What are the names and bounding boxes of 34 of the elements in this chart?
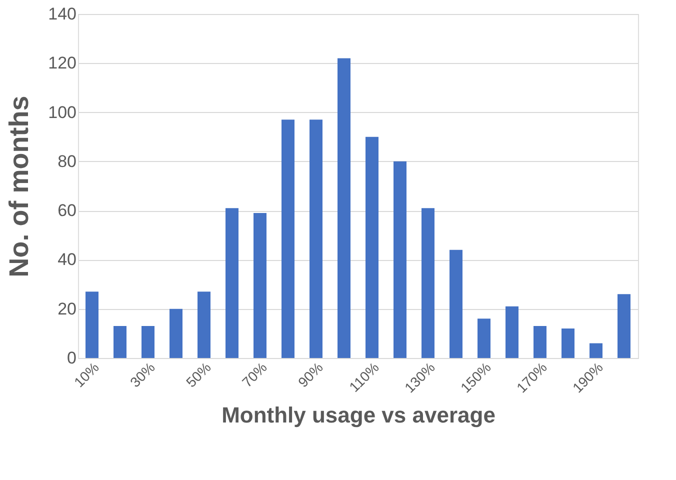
bar (506, 306, 518, 358)
bar (590, 343, 602, 358)
bar (282, 120, 294, 358)
y-tick-label: 20 (58, 299, 76, 318)
y-tick-label: 60 (58, 201, 76, 220)
bar (338, 58, 350, 358)
bar (422, 208, 434, 358)
y-tick-label: 140 (48, 4, 76, 24)
y-axis-title: No. of months (4, 96, 34, 278)
y-tick-label: 100 (48, 102, 76, 122)
bar (142, 326, 154, 358)
bar (450, 250, 462, 358)
bar (310, 120, 322, 358)
bar (198, 292, 210, 358)
bar (366, 136, 378, 358)
x-tick-label: 90% (294, 359, 326, 390)
x-tick-label: 50% (182, 359, 214, 390)
bar (478, 318, 490, 358)
y-tick-label: 120 (48, 54, 76, 73)
bar (618, 294, 630, 358)
bar (226, 208, 238, 358)
bar (534, 326, 546, 358)
y-tick-label: 0 (67, 348, 76, 368)
y-tick-label: 80 (58, 152, 76, 171)
bar (86, 292, 98, 358)
x-axis-title: Monthly usage vs average (222, 402, 496, 428)
x-tick-label: 30% (126, 359, 158, 390)
bar (114, 326, 126, 358)
bar (562, 328, 574, 358)
y-tick-label: 40 (58, 250, 76, 270)
bar (170, 308, 182, 358)
x-tick-label: 70% (238, 359, 270, 390)
bar (394, 161, 406, 358)
bar (254, 213, 266, 358)
